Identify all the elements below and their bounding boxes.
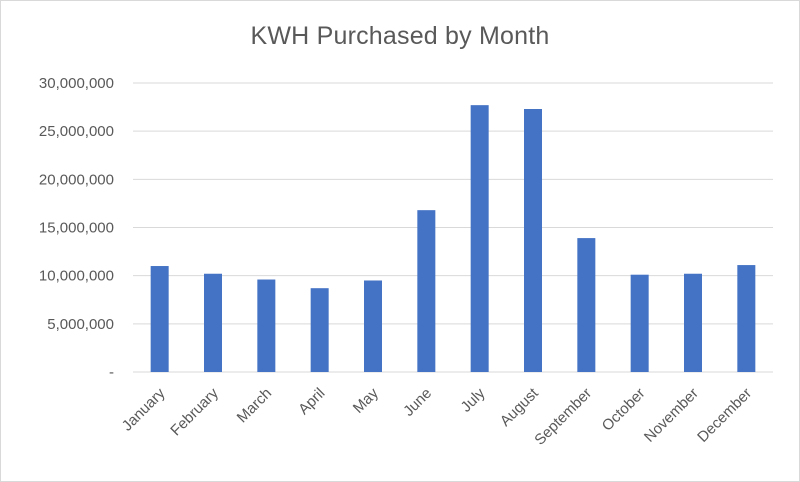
- x-tick-label: November: [641, 385, 702, 446]
- y-tick-label: 20,000,000: [39, 171, 114, 188]
- x-tick-label: February: [167, 384, 222, 439]
- bar: [737, 265, 756, 372]
- y-tick-label: 25,000,000: [39, 123, 114, 140]
- y-tick-label: 10,000,000: [39, 268, 114, 285]
- bar: [577, 238, 596, 372]
- bars: [150, 105, 756, 372]
- x-tick-label: January: [119, 384, 169, 434]
- y-axis-tick-labels: - 5,000,000 10,000,000 15,000,000 20,000,000…: [39, 75, 114, 381]
- chart-title: KWH Purchased by Month: [250, 22, 550, 50]
- gridlines: [133, 82, 773, 373]
- x-tick-label: May: [350, 384, 382, 416]
- bar: [364, 280, 382, 372]
- y-tick-label: 15,000,000: [39, 220, 114, 237]
- bar: [630, 274, 649, 372]
- x-tick-label: March: [234, 385, 275, 426]
- y-tick-label: 5,000,000: [47, 316, 114, 333]
- bar: [684, 273, 702, 372]
- bar: [150, 266, 169, 372]
- x-tick-label: December: [694, 385, 755, 446]
- bar: [257, 279, 276, 372]
- y-tick-label: -: [109, 364, 114, 381]
- bar: [204, 273, 222, 372]
- y-tick-label: 30,000,000: [39, 75, 114, 92]
- bar: [524, 109, 542, 372]
- x-tick-label: April: [295, 385, 328, 418]
- x-tick-label: June: [400, 385, 435, 420]
- bar: [470, 105, 489, 372]
- bar: [310, 288, 329, 372]
- x-tick-label: August: [497, 384, 543, 430]
- x-tick-label: July: [458, 384, 489, 415]
- x-tick-label: October: [599, 385, 649, 435]
- x-tick-label: September: [531, 385, 595, 449]
- bar: [417, 210, 436, 372]
